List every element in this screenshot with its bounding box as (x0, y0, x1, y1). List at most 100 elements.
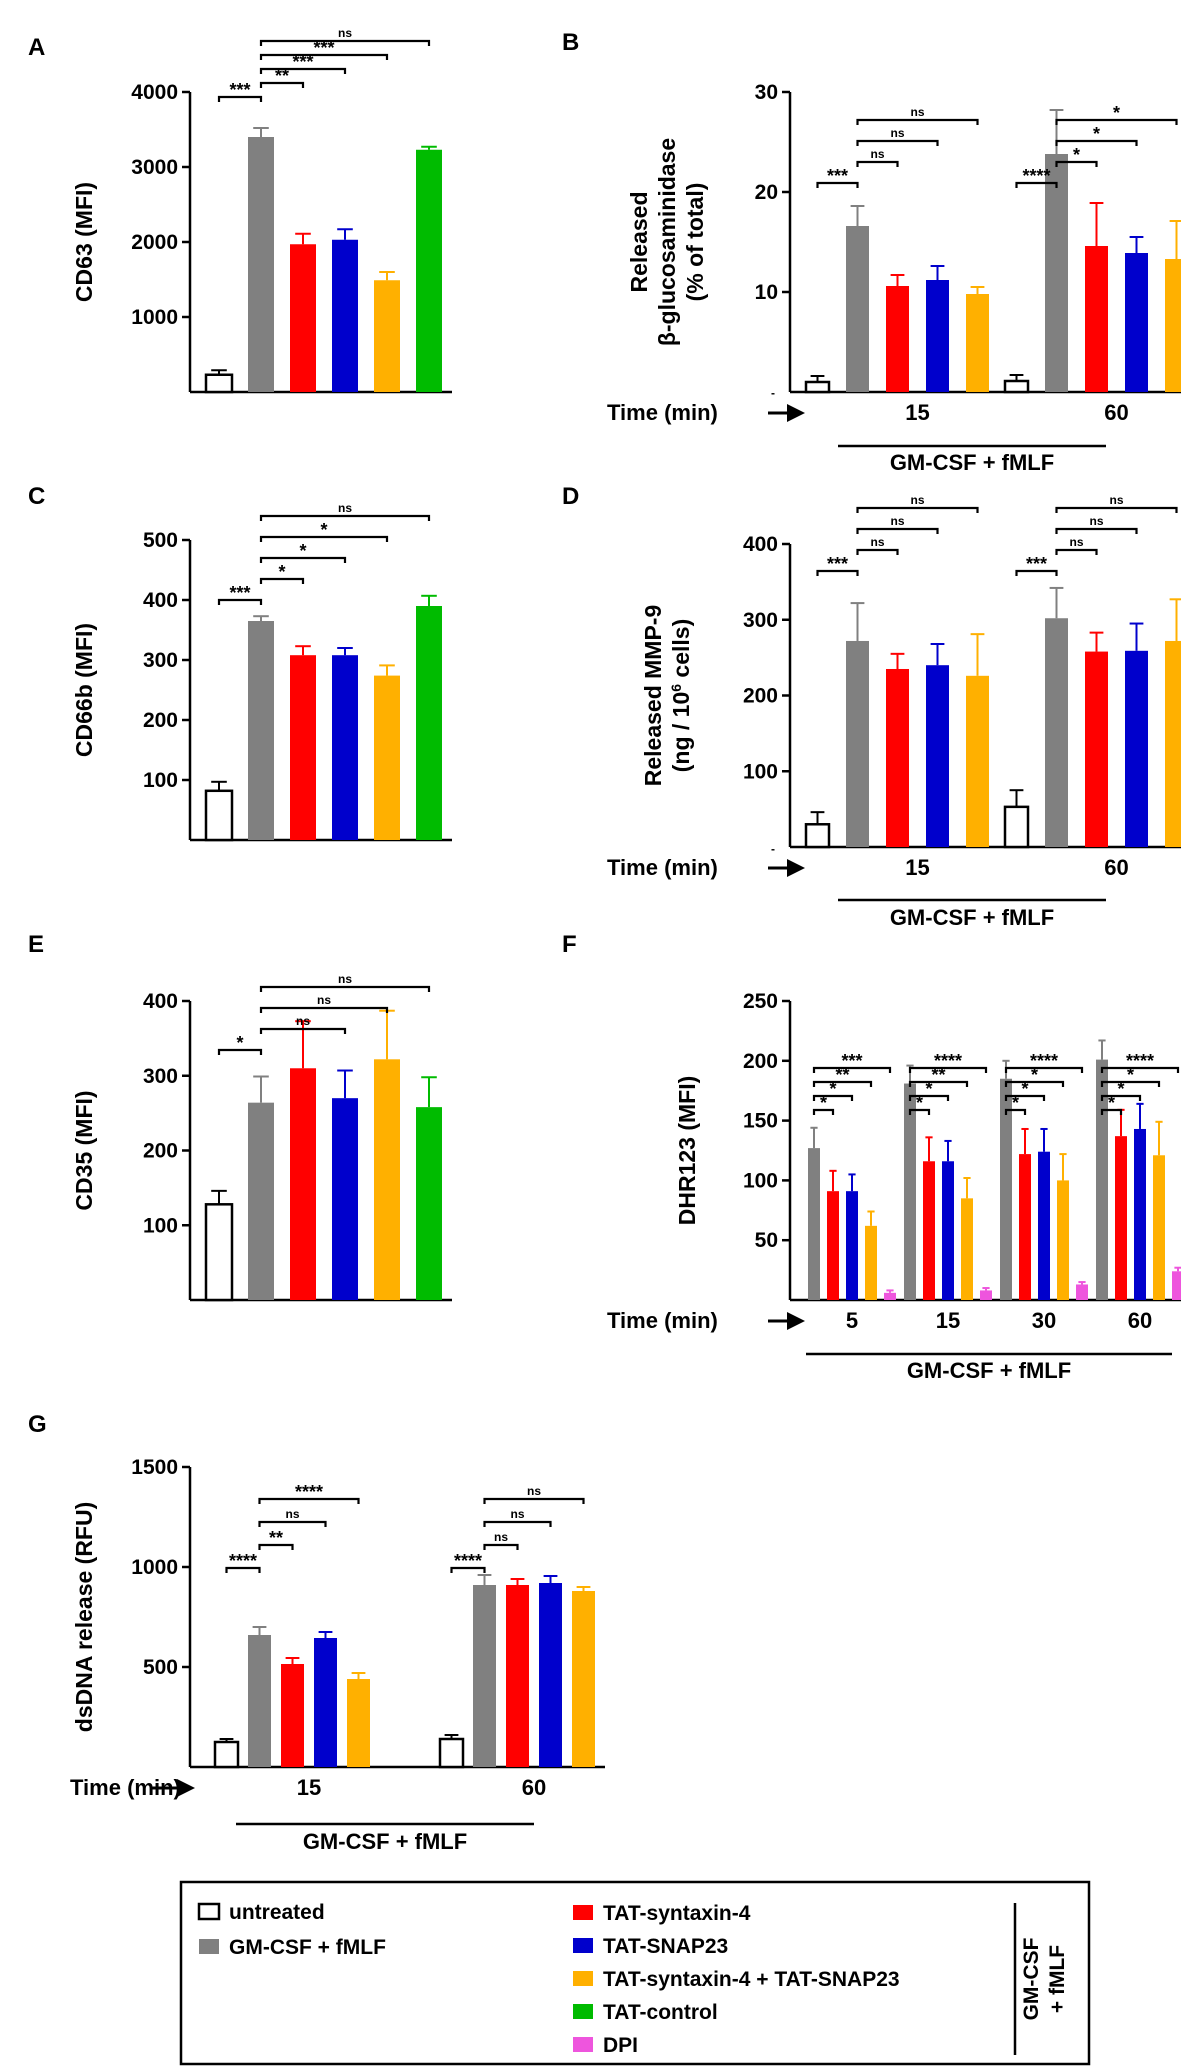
bar-gm-csf-fmlf (1000, 1078, 1012, 1300)
significance-bracket (1100, 1108, 1123, 1115)
bar-gm-csf-fmlf (1045, 618, 1068, 847)
significance-bracket (1100, 1080, 1161, 1087)
bar-tat-snap23 (1125, 650, 1148, 847)
bar-tat-syntaxin-4-tat-snap23 (1153, 1155, 1165, 1300)
significance-label: ns (890, 514, 904, 528)
significance-bracket (812, 1080, 873, 1087)
bar-dpi (980, 1290, 992, 1300)
significance-label: *** (841, 1051, 862, 1071)
legend-label: TAT-control (603, 2001, 718, 2024)
significance-label: ns (1069, 535, 1083, 549)
significance-label: * (925, 1079, 932, 1099)
significance-label: *** (229, 80, 250, 100)
y-tick-label: 1000 (131, 306, 178, 329)
y-tick-label: 100 (743, 1169, 778, 1192)
bar-tat-syntaxin-4-tat-snap23 (1057, 1180, 1069, 1300)
significance-bracket (1004, 1108, 1027, 1115)
bar-dpi (1076, 1284, 1088, 1300)
y-axis-label-line: Released MMP-9 (640, 605, 666, 787)
bar-tat-syntaxin-4-tat-snap23 (865, 1225, 877, 1300)
treatment-label: GM-CSF + fMLF (890, 450, 1054, 475)
treatment-label: GM-CSF + fMLF (907, 1358, 1071, 1383)
time-tick-label: 15 (936, 1308, 960, 1333)
bar-dpi (1172, 1271, 1181, 1300)
bar-tat-syntaxin-4-tat-snap23 (374, 1059, 400, 1300)
significance-bracket (908, 1108, 931, 1115)
ylabel-unit-text: cells) (668, 619, 694, 684)
significance-label: *** (292, 52, 313, 72)
y-tick-label: 1000 (131, 1556, 178, 1579)
bar-gm-csf-fmlf (248, 621, 274, 840)
significance-bracket (1055, 118, 1178, 125)
bar-tat-syntaxin-4-tat-snap23 (374, 280, 400, 392)
significance-label: * (320, 520, 327, 540)
significance-bracket (1055, 506, 1178, 513)
significance-bracket (259, 577, 305, 584)
significance-label: ns (870, 535, 884, 549)
significance-bracket (908, 1094, 950, 1101)
significance-bracket (259, 67, 347, 74)
legend-bracket-label: + fMLF (1046, 1945, 1069, 2013)
significance-bracket (908, 1080, 969, 1087)
legend-label: TAT-SNAP23 (603, 1935, 728, 1958)
y-axis-label-line: Released (626, 191, 652, 292)
significance-label: ns (910, 105, 924, 119)
significance-bracket (1004, 1080, 1065, 1087)
time-tick-label: 5 (846, 1308, 858, 1333)
bar-tat-snap23 (332, 655, 358, 840)
significance-bracket (225, 1566, 261, 1573)
bar-tat-snap23 (314, 1638, 337, 1767)
bar-tat-syntaxin-4 (1115, 1136, 1127, 1300)
significance-bracket (259, 53, 389, 60)
significance-label: * (1117, 1079, 1124, 1099)
significance-bracket (856, 527, 939, 534)
bar-untreated (804, 823, 831, 849)
panel-label: C (28, 483, 45, 510)
bar-tat-syntaxin-4-tat-snap23 (572, 1591, 595, 1767)
bar-tat-syntaxin-4 (290, 244, 316, 392)
significance-label: * (1113, 103, 1120, 123)
significance-bracket (1100, 1066, 1180, 1073)
significance-label: **** (295, 1482, 323, 1502)
time-arrow-head (177, 1779, 195, 1797)
bar-tat-syntaxin-4 (506, 1585, 529, 1767)
significance-bracket (259, 39, 431, 46)
bar-gm-csf-fmlf (1045, 154, 1068, 392)
legend-swatch-syntaxin4 (573, 1905, 593, 1920)
significance-label: * (1031, 1065, 1038, 1085)
significance-bracket (483, 1497, 585, 1504)
legend-swatch-snap23 (573, 1938, 593, 1953)
y-tick-label: 200 (743, 685, 778, 708)
bar-tat-syntaxin-4 (827, 1191, 839, 1300)
bar-tat-snap23 (1125, 253, 1148, 392)
bar-tat-syntaxin-4 (886, 668, 909, 847)
significance-label: ns (527, 1484, 541, 1498)
bar-tat-control (416, 149, 442, 392)
y-tick-label: 10 (755, 281, 778, 304)
significance-bracket (259, 1006, 389, 1013)
significance-bracket (1055, 139, 1138, 146)
minus-label: - (771, 386, 775, 400)
panel-label: B (562, 29, 579, 56)
legend-swatch-untreated (197, 1902, 221, 1921)
significance-label: ns (494, 1530, 508, 1544)
ylabel-superscript: 6 (668, 684, 684, 692)
y-tick-label: 300 (743, 609, 778, 632)
bar-tat-syntaxin-4 (290, 1068, 316, 1300)
time-axis-label: Time (min) (607, 855, 718, 880)
bar-tat-snap23 (332, 239, 358, 392)
significance-bracket (816, 181, 859, 188)
y-tick-label: 400 (143, 589, 178, 612)
y-tick-label: 100 (143, 1214, 178, 1237)
bar-gm-csf-fmlf (248, 137, 274, 392)
bar-untreated (438, 1737, 465, 1769)
y-tick-label: 400 (143, 990, 178, 1013)
bar-tat-syntaxin-4 (1085, 246, 1108, 392)
bar-tat-syntaxin-4-tat-snap23 (1165, 640, 1181, 847)
significance-bracket (258, 1520, 327, 1527)
legend-label: TAT-syntaxin-4 + TAT-SNAP23 (603, 1968, 900, 1991)
bar-tat-snap23 (1038, 1151, 1050, 1300)
bar-gm-csf-fmlf (473, 1585, 496, 1767)
